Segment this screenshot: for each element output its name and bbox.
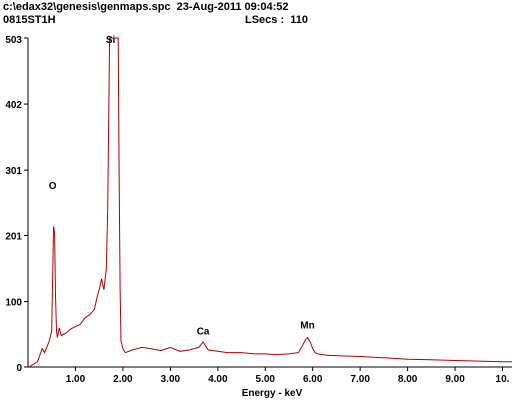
x-tick-label: 6.00 [303, 374, 323, 385]
x-tick-label: 7.00 [350, 374, 370, 385]
lsecs-value: 110 [290, 14, 309, 26]
x-tick-label: 10. [496, 374, 510, 385]
peak-label-mn: Mn [300, 320, 314, 331]
y-tick-label: 402 [5, 100, 22, 111]
x-tick-label: 8.00 [398, 374, 418, 385]
lsecs-readout: LSecs : 110 [245, 14, 308, 26]
x-tick-label: 1.00 [66, 374, 86, 385]
x-tick-label: 4.00 [208, 374, 228, 385]
peak-label-o: O [49, 181, 57, 192]
y-tick-label: 201 [5, 232, 22, 243]
peak-label-ca: Ca [197, 326, 210, 337]
y-tick-label: 503 [5, 35, 22, 46]
lsecs-label: LSecs : [245, 14, 285, 26]
spectrum-line [28, 37, 512, 368]
sample-id-label: 0815ST1H [3, 14, 56, 26]
y-tick-label: 301 [5, 166, 22, 177]
peak-label-si: Si [106, 35, 116, 46]
x-tick-label: 2.00 [113, 374, 133, 385]
y-tick-label: 100 [5, 298, 22, 309]
x-tick-label: 3.00 [161, 374, 181, 385]
x-tick-label: 5.00 [256, 374, 276, 385]
x-axis-label: Energy - keV [242, 388, 303, 399]
x-tick-label: 9.00 [445, 374, 465, 385]
y-tick-label: 0 [16, 363, 22, 374]
file-path-header: c:\edax32\genesis\genmaps.spc 23-Aug-201… [3, 1, 289, 13]
